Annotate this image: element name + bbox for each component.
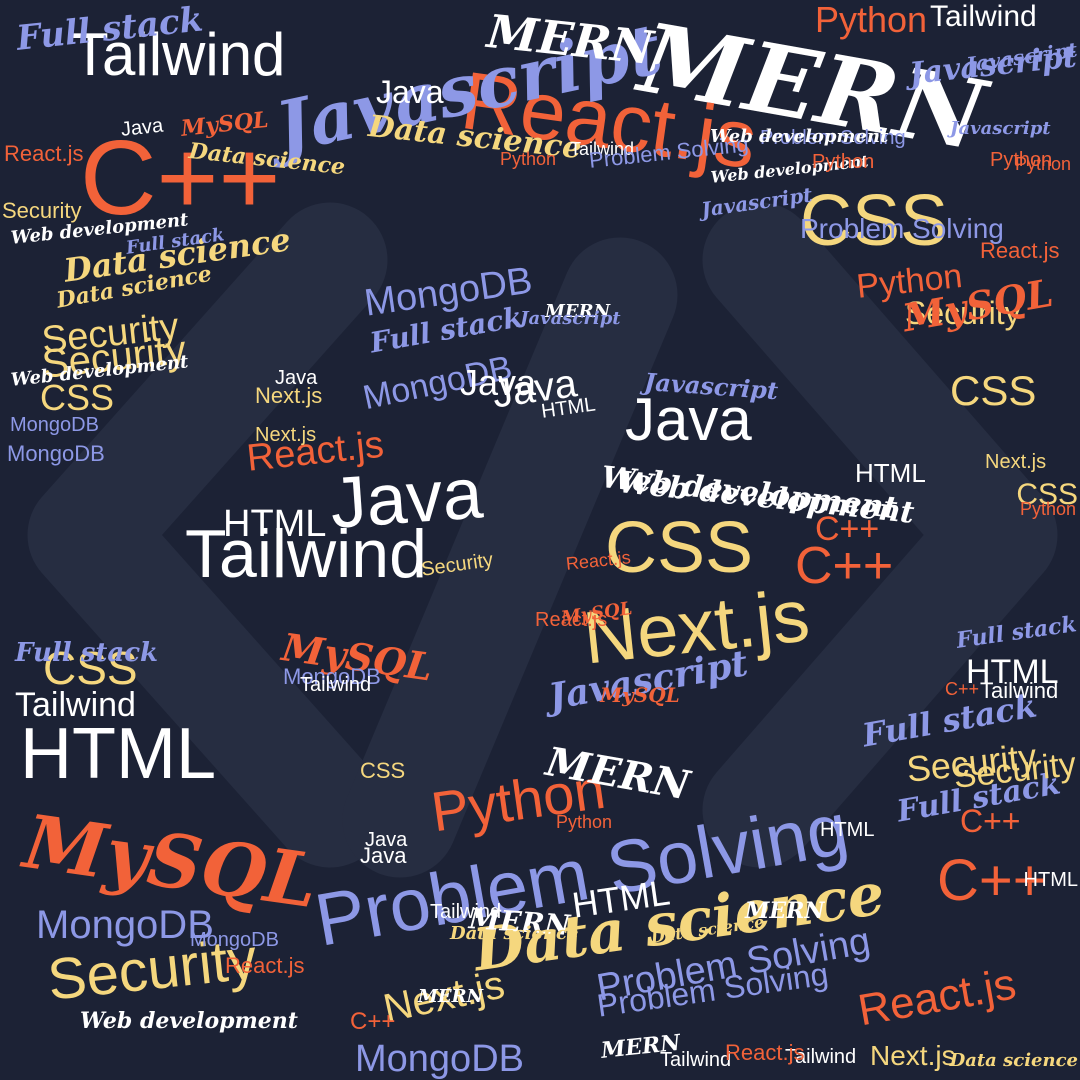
word-java: Java: [365, 829, 408, 851]
right-angle-bracket: [702, 202, 1058, 868]
word-next-js: Next.js: [870, 1040, 956, 1071]
word-full-stack: Full stack: [15, 638, 159, 668]
word-problem-solving: Problem Solving: [760, 127, 906, 149]
word-css: CSS: [950, 367, 1037, 414]
bracket-shape: [27, 202, 1058, 878]
word-react-js: React.js: [980, 238, 1060, 263]
word-html: HTML: [855, 458, 926, 488]
word-security: Security: [2, 198, 82, 223]
word-mern: MERN: [745, 898, 825, 924]
word-data-science: Data science: [949, 1050, 1078, 1071]
word-c-: C++: [960, 803, 1021, 839]
left-angle-bracket: [27, 202, 388, 868]
word-css: CSS: [1016, 478, 1078, 511]
word-java: Java: [460, 362, 537, 403]
word-html: HTML: [820, 819, 875, 841]
word-javascript: Javascript: [950, 118, 1051, 139]
word-mongodb: MongoDB: [190, 929, 279, 951]
word-tailwind: Tailwind: [430, 901, 502, 923]
word-css: CSS: [800, 181, 949, 261]
word-mongodb: MongoDB: [283, 664, 381, 689]
word-mern: MERN: [545, 301, 611, 322]
word-react-js: React.js: [725, 1040, 805, 1065]
word-tailwind: Tailwind: [930, 0, 1037, 33]
word-html: HTML: [966, 653, 1059, 691]
word-python: Python: [815, 0, 928, 40]
word-mongodb: MongoDB: [7, 441, 105, 466]
word-next-js: Next.js: [255, 424, 317, 446]
word-problem-solving: Problem Solving: [800, 213, 1004, 244]
word-css: CSS: [360, 758, 406, 783]
word-javascript: Javascript: [520, 308, 621, 329]
slash-mark: [342, 237, 678, 878]
word-security: Security: [905, 295, 1021, 331]
word-java: Java: [119, 114, 165, 141]
word-java: Java: [625, 386, 752, 453]
word-c-: C++: [350, 1008, 396, 1035]
word-tailwind: Tailwind: [185, 516, 427, 592]
word-web-development: Web development: [80, 1008, 298, 1034]
word-react-js: React.js: [225, 953, 305, 978]
word-c-: C++: [795, 537, 894, 595]
word-next-js: Next.js: [985, 451, 1047, 473]
word-react-js: React.js: [4, 141, 84, 166]
word-css: CSS: [40, 377, 115, 418]
word-python: Python: [990, 149, 1053, 171]
word-tailwind: Tailwind: [300, 674, 372, 696]
word-python: Python: [1020, 499, 1077, 519]
word-tailwind: Tailwind: [15, 686, 136, 724]
word-next-js: Next.js: [255, 383, 323, 408]
word-data-science: Data science: [450, 923, 579, 944]
word-html: HTML: [20, 714, 216, 794]
word-css: CSS: [605, 508, 754, 588]
word-python: Python: [556, 812, 613, 832]
word-css: CSS: [43, 642, 138, 694]
word-html: HTML: [1023, 869, 1078, 891]
word-web-development: Web development: [710, 126, 889, 147]
word-python: Python: [500, 149, 557, 169]
word-python: Python: [812, 151, 875, 173]
word-mongodb: MongoDB: [355, 1038, 524, 1080]
word-python: Python: [1015, 154, 1072, 174]
word-c-: C++: [945, 679, 980, 699]
word-react-js: React.js: [535, 609, 608, 631]
word-java: Java: [376, 74, 444, 110]
word-tailwind: Tailwind: [72, 21, 286, 88]
word-tailwind: Tailwind: [570, 139, 635, 159]
word-html: HTML: [223, 503, 327, 545]
word-java: Java: [360, 843, 407, 868]
word-tailwind: Tailwind: [785, 1046, 857, 1068]
word-mysql: MySQL: [600, 683, 680, 707]
word-c-: C++: [80, 119, 281, 237]
word-c-: C++: [937, 848, 1047, 913]
word-tailwind: Tailwind: [660, 1049, 732, 1071]
word-c-: C++: [815, 510, 880, 548]
word-mongodb: MongoDB: [10, 414, 99, 436]
word-mern: MERN: [418, 986, 484, 1007]
word-mongodb: MongoDB: [36, 903, 214, 947]
word-java: Java: [275, 367, 318, 389]
word-tailwind: Tailwind: [980, 678, 1059, 703]
